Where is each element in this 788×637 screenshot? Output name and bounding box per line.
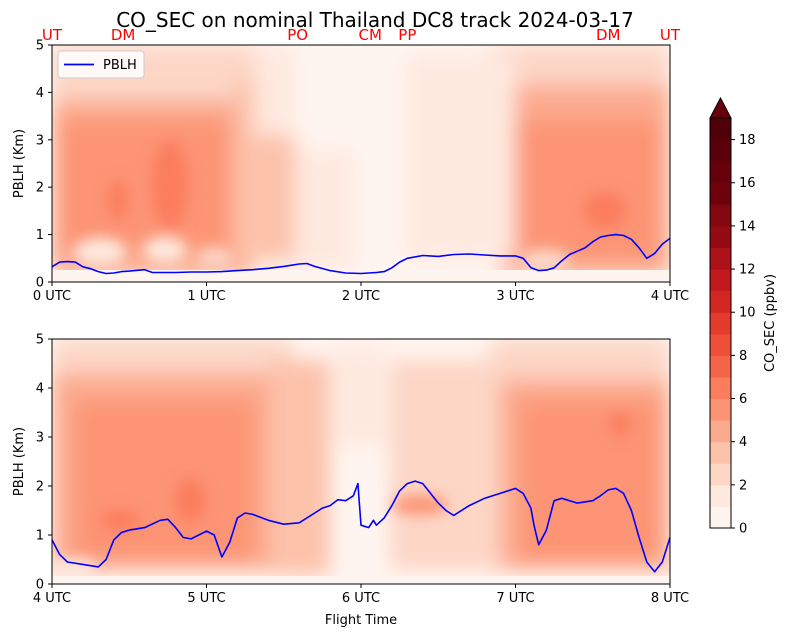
top-x-tick-label: 0 UTC [33,289,71,304]
colorbar-band [710,312,731,335]
colorbar-tick-label: 0 [739,522,747,537]
bottom-contour-field [52,339,670,584]
top-y-tick-label: 5 [36,39,44,54]
top-y-axis-label: PBLH (Km) [12,129,27,198]
top-y-tick-label: 0 [36,276,44,291]
colorbar: 0 2 4 6 8 10 12 14 16 18 CO_SEC (ppbv) [709,96,778,537]
top-series-line-0 [51,233,671,275]
colorbar-tick-label: 12 [739,263,756,278]
top-legend: PBLH [57,50,145,79]
colorbar-band [710,247,731,270]
top-x-tick-label: 2 UTC [342,289,380,304]
colorbar-band [710,269,731,292]
location-label-dm: DM [596,26,621,44]
bottom-x-tick-label: 4 UTC [33,591,71,606]
figure-title: CO_SEC on nominal Thailand DC8 track 202… [116,8,634,32]
colorbar-tick-label: 18 [739,133,756,148]
top-y-tick-label: 3 [36,133,44,148]
location-label-dm: DM [111,26,136,44]
bottom-x-tick-label: 8 UTC [651,591,689,606]
colorbar-band [710,441,731,464]
bottom-x-tick-label: 5 UTC [187,591,225,606]
bottom-y-tick-label: 4 [36,382,44,397]
colorbar-tick-label: 6 [739,392,747,407]
bottom-y-tick-label: 1 [36,529,44,544]
colorbar-band [710,355,731,378]
x-axis-label: Flight Time [325,613,397,628]
colorbar-tick-label: 10 [739,306,756,321]
top-x-tick-label: 3 UTC [496,289,534,304]
bottom-series-line-0 [51,480,671,573]
bottom-axis: 4 UTC 5 UTC 6 UTC 7 UTC 8 UTC 0 1 2 3 4 5 PBLH (Km) [12,333,689,607]
colorbar-tick-label: 14 [739,219,756,234]
top-legend-label: PBLH [103,58,137,73]
bottom-y-tick-label: 3 [36,431,44,446]
colorbar-band [710,463,731,486]
location-label-pp: PP [398,26,416,44]
colorbar-label: CO_SEC (ppbv) [763,274,778,372]
location-label-ut: UT [42,26,63,44]
bottom-y-tick-label: 5 [36,333,44,348]
colorbar-tick-label: 8 [739,349,747,364]
colorbar-band [710,182,731,205]
location-label-ut: UT [660,26,681,44]
colorbar-extend-triangle [709,96,732,119]
top-y-tick-label: 2 [36,181,44,196]
colorbar-tick-label: 4 [739,435,747,450]
colorbar-band [710,420,731,443]
colorbar-band [710,333,731,356]
colorbar-band [710,376,731,400]
colorbar-band [710,118,731,141]
colorbar-band [710,506,731,529]
bottom-x-tick-label: 6 UTC [342,591,380,606]
top-panel: 0 UTC 1 UTC 2 UTC 3 UTC 4 UTC 0 1 2 3 4 5 PBLH (Km)… [12,26,689,304]
colorbar-tick-label: 16 [739,176,756,191]
top-contour-field [52,45,670,282]
colorbar-tick-label: 2 [739,478,747,493]
colorbar-band [710,139,731,162]
colorbar-band [710,204,731,227]
location-label-po: PO [287,26,308,44]
bottom-y-axis-label: PBLH (Km) [12,427,27,496]
top-x-tick-label: 1 UTC [187,289,225,304]
colorbar-band [710,225,731,248]
bottom-y-tick-label: 2 [36,480,44,495]
colorbar-band [710,290,731,313]
colorbar-band [710,484,731,507]
location-label-cm: CM [359,26,382,44]
top-legend-box [57,50,145,79]
top-y-tick-label: 4 [36,86,44,101]
top-axis: 0 UTC 1 UTC 2 UTC 3 UTC 4 UTC 0 1 2 3 4 5 PBLH (Km) [12,39,689,305]
top-location-labels: UT DM PO CM PP DM UT [42,26,681,44]
top-x-tick-label: 4 UTC [651,289,689,304]
colorbar-band [710,398,731,421]
bottom-panel: 4 UTC 5 UTC 6 UTC 7 UTC 8 UTC 0 1 2 3 4 5 PBLH (Km) [12,333,689,607]
colorbar-band [710,161,731,184]
bottom-x-tick-label: 7 UTC [496,591,534,606]
top-y-tick-label: 1 [36,228,44,243]
bottom-y-tick-label: 0 [36,578,44,593]
colorbar-frame [709,117,732,529]
